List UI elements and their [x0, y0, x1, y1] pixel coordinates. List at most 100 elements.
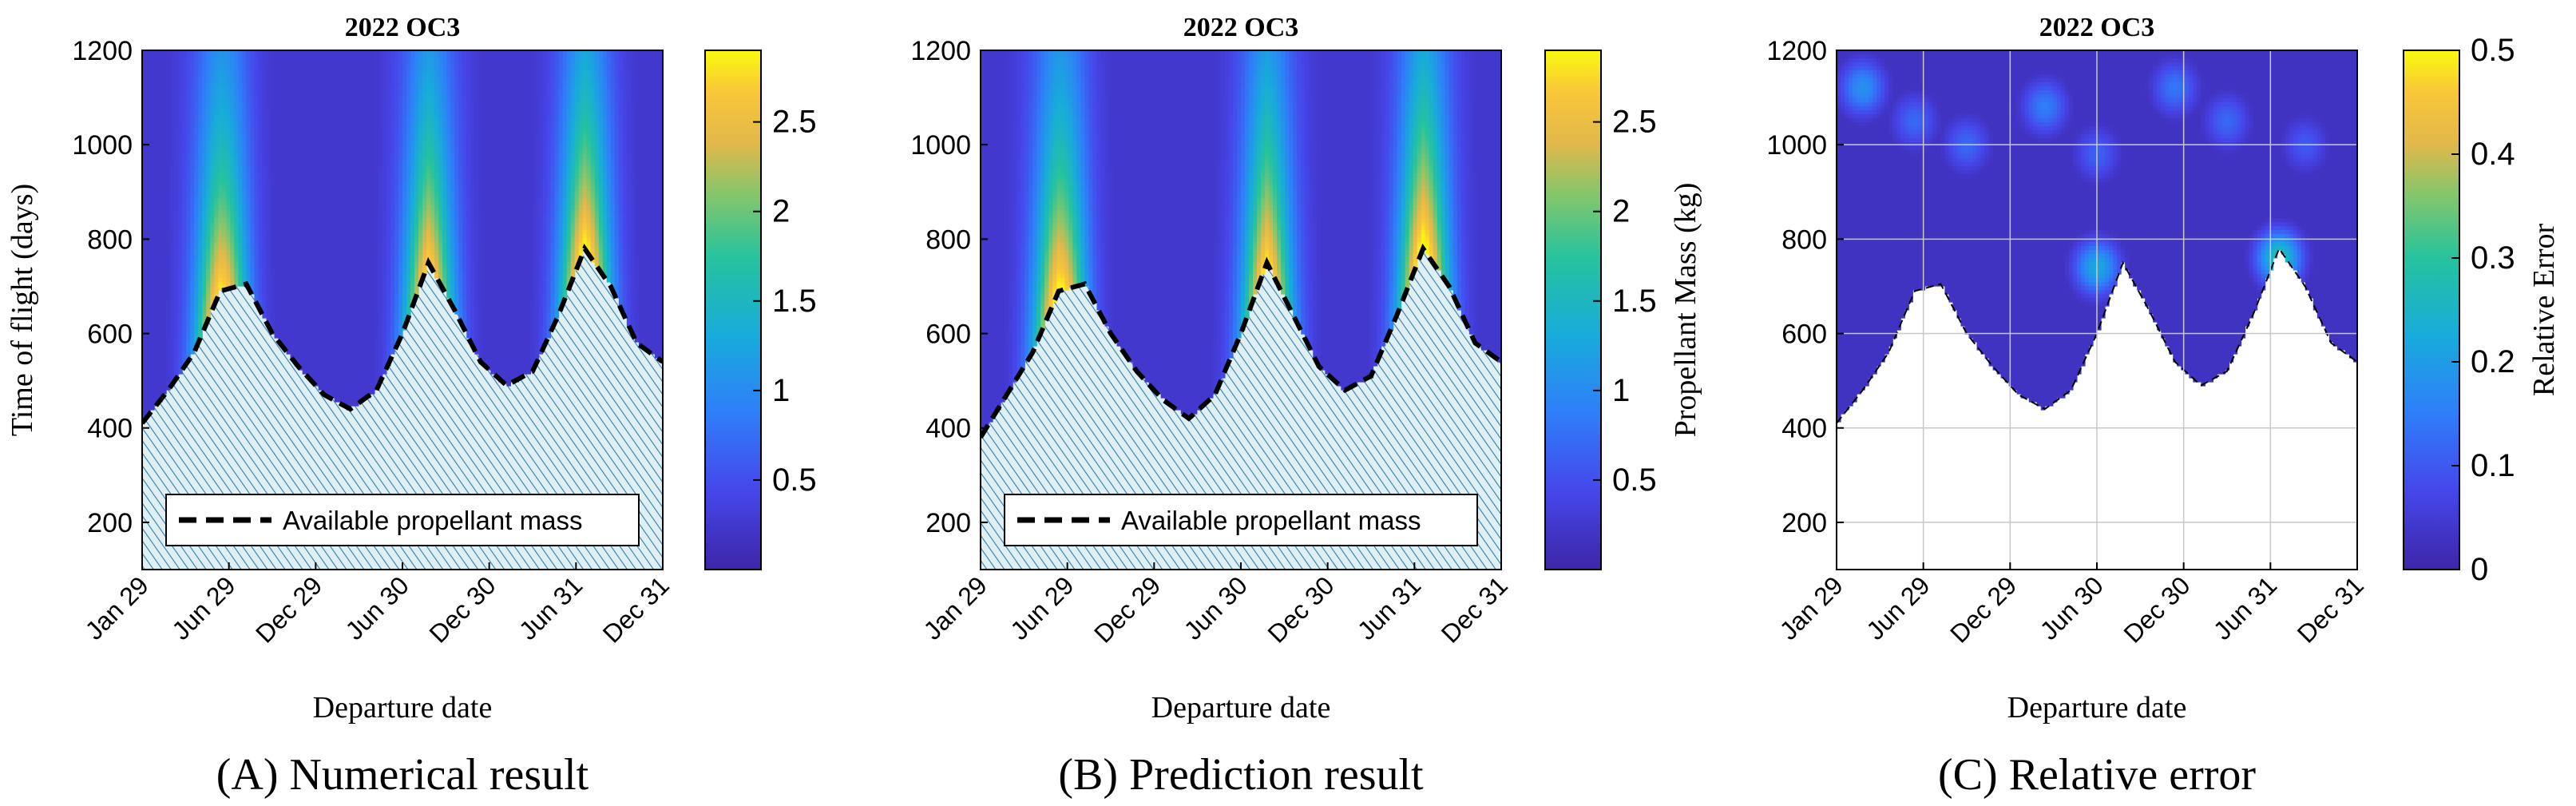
contour-cell [306, 262, 311, 267]
contour-cell [322, 222, 327, 227]
contour-cell [154, 66, 159, 71]
contour-cell [378, 186, 383, 191]
contour-cell [310, 246, 315, 251]
contour-cell [190, 318, 195, 323]
contour-cell [314, 118, 319, 123]
contour-cell [370, 174, 375, 179]
contour-cell [374, 70, 379, 75]
contour-cell [374, 250, 379, 255]
contour-cell [310, 182, 315, 187]
contour-cell [358, 78, 363, 83]
contour-cell [342, 54, 347, 59]
contour-cell [246, 278, 252, 283]
contour-cell [294, 326, 299, 331]
contour-cell [274, 330, 279, 335]
contour-cell [282, 218, 287, 223]
contour-cell [218, 174, 223, 179]
contour-cell [350, 122, 355, 127]
contour-cell [194, 174, 199, 179]
contour-cell [198, 102, 203, 107]
contour-cell [282, 118, 287, 123]
contour-cell [154, 390, 159, 395]
contour-cell [374, 186, 379, 191]
contour-cell [386, 246, 391, 251]
contour-cell [174, 230, 179, 235]
contour-cell [178, 306, 183, 311]
contour-cell [370, 294, 375, 299]
contour-cell [218, 266, 223, 271]
contour-cell [338, 178, 343, 183]
contour-cell [382, 254, 387, 259]
contour-cell [346, 206, 351, 211]
contour-cell [182, 66, 187, 71]
contour-cell [150, 206, 155, 211]
contour-cell [262, 154, 268, 159]
contour-cell [246, 190, 252, 195]
contour-cell [322, 70, 327, 75]
contour-cell [366, 290, 371, 295]
contour-cell [226, 54, 231, 59]
contour-cell [270, 170, 275, 175]
contour-cell [162, 310, 167, 315]
contour-cell [190, 86, 195, 91]
contour-cell [190, 234, 195, 239]
contour-cell [346, 118, 351, 123]
contour-cell [194, 214, 199, 219]
contour-cell [366, 62, 371, 67]
contour-cell [350, 146, 355, 151]
contour-cell [394, 62, 399, 67]
contour-cell [398, 58, 403, 63]
contour-cell [186, 158, 191, 163]
contour-cell [178, 182, 183, 187]
contour-cell [154, 106, 159, 111]
contour-cell [190, 330, 195, 335]
contour-cell [386, 306, 391, 311]
contour-cell [266, 246, 271, 251]
contour-cell [194, 326, 199, 331]
contour-cell [250, 62, 256, 67]
contour-cell [198, 166, 203, 171]
contour-cell [170, 210, 175, 215]
contour-cell [330, 98, 335, 103]
contour-cell [158, 334, 163, 339]
contour-cell [266, 318, 271, 323]
contour-cell [238, 66, 243, 71]
contour-cell [142, 234, 147, 239]
contour-cell [158, 214, 163, 219]
contour-cell [350, 382, 355, 387]
contour-cell [338, 206, 343, 211]
contour-cell [298, 354, 303, 359]
contour-cell [290, 310, 295, 315]
contour-cell [242, 138, 247, 143]
contour-cell [394, 214, 399, 219]
contour-cell [210, 166, 215, 171]
contour-cell [346, 294, 351, 299]
contour-cell [262, 286, 268, 291]
contour-cell [182, 118, 187, 123]
contour-cell [322, 326, 327, 331]
contour-cell [342, 306, 347, 311]
contour-cell [346, 126, 351, 131]
contour-cell [158, 126, 163, 131]
contour-cell [158, 378, 163, 383]
contour-cell [362, 246, 367, 251]
contour-cell [178, 206, 183, 211]
contour-cell [162, 282, 167, 287]
contour-cell [346, 250, 351, 255]
contour-cell [302, 354, 307, 359]
contour-cell [338, 250, 343, 255]
contour-cell [330, 54, 335, 59]
contour-cell [206, 290, 211, 295]
contour-cell [154, 126, 159, 131]
contour-cell [166, 318, 171, 323]
contour-cell [294, 338, 299, 343]
contour-cell [258, 218, 264, 223]
contour-cell [142, 110, 147, 115]
contour-cell [218, 62, 223, 67]
contour-cell [206, 190, 211, 195]
contour-cell [266, 298, 271, 303]
contour-cell [214, 238, 219, 243]
contour-cell [154, 302, 159, 307]
contour-cell [226, 214, 231, 219]
contour-cell [262, 194, 268, 199]
